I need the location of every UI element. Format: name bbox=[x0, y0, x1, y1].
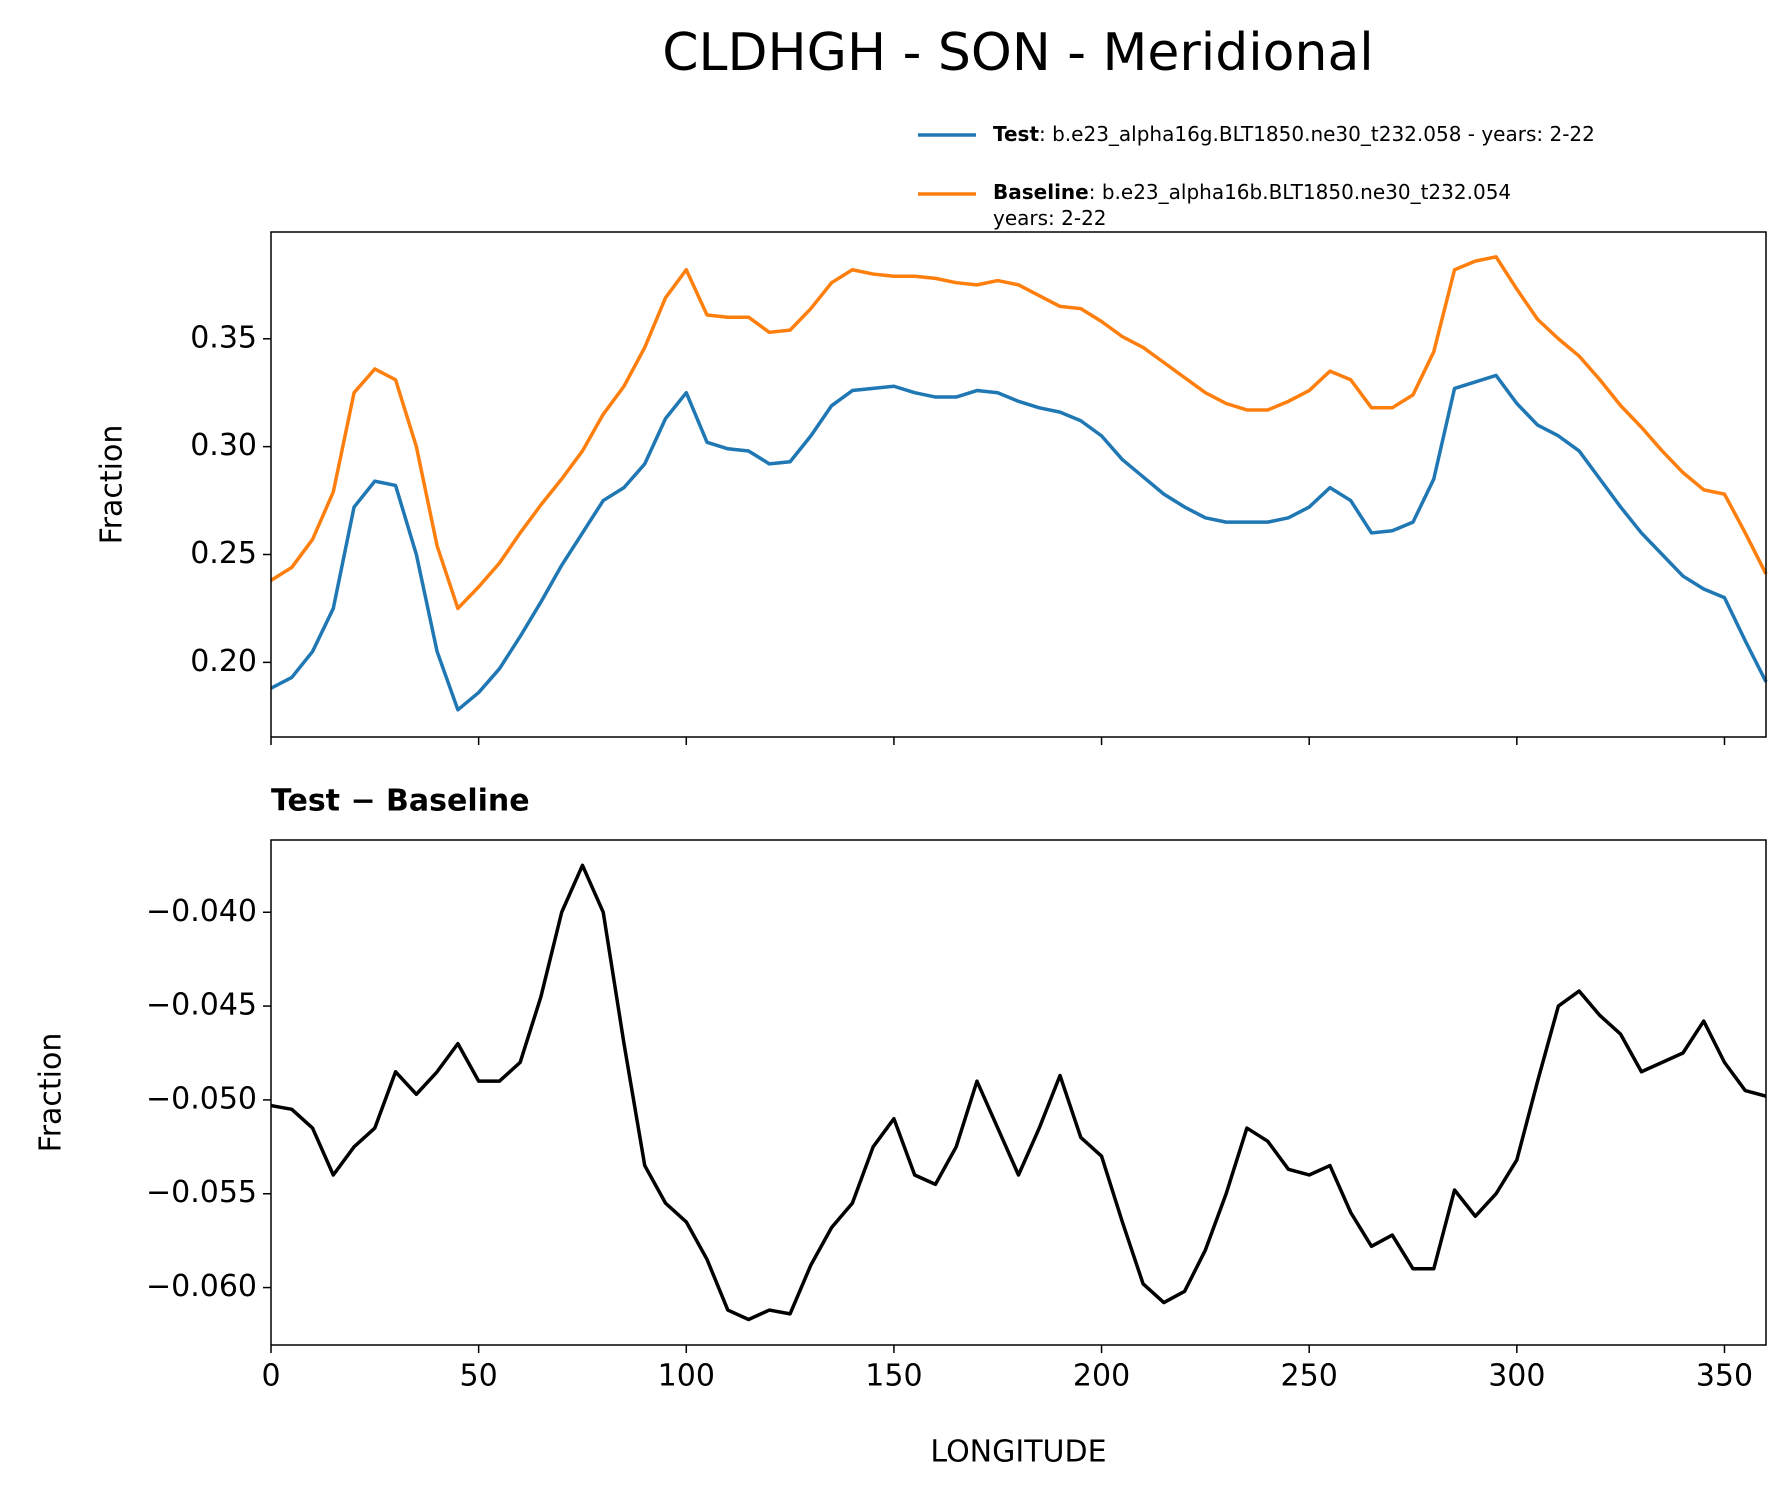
series-line bbox=[270, 373, 1768, 712]
legend-entry: Baseline: b.e23_alpha16b.BLT1850.ne30_t2… bbox=[993, 180, 1511, 230]
legend-name: Test bbox=[993, 122, 1039, 146]
legend-name: Baseline bbox=[993, 180, 1089, 204]
y-tick-label: 0.20 bbox=[190, 644, 257, 679]
legend-description: : b.e23_alpha16b.BLT1850.ne30_t232.054 bbox=[1089, 180, 1511, 204]
x-tick-label: 200 bbox=[1073, 1359, 1130, 1394]
y-tick-label: 0.35 bbox=[190, 320, 257, 355]
x-axis-label: LONGITUDE bbox=[930, 1435, 1106, 1470]
x-tick-label: 0 bbox=[261, 1359, 280, 1394]
y-tick-label: −0.040 bbox=[146, 894, 257, 929]
y-tick-label: −0.050 bbox=[146, 1081, 257, 1116]
y-tick-label: −0.060 bbox=[146, 1269, 257, 1304]
y-tick-label: 0.25 bbox=[190, 536, 257, 571]
legend-description: : b.e23_alpha16g.BLT1850.ne30_t232.058 -… bbox=[1039, 122, 1595, 146]
y-tick-label: −0.045 bbox=[146, 988, 257, 1023]
series-line bbox=[270, 863, 1767, 1322]
axes-frame bbox=[270, 839, 1767, 1346]
x-tick-label: 150 bbox=[865, 1359, 922, 1394]
x-tick-label: 250 bbox=[1281, 1359, 1338, 1394]
y-axis-label: Fraction bbox=[95, 425, 130, 545]
subplot-title: Test − Baseline bbox=[271, 784, 530, 819]
y-tick-label: −0.055 bbox=[146, 1175, 257, 1210]
chart-title: CLDHGH - SON - Meridional bbox=[662, 23, 1374, 83]
legend-description: years: 2-22 bbox=[993, 206, 1107, 230]
y-tick-label: 0.30 bbox=[190, 428, 257, 463]
x-tick-label: 300 bbox=[1488, 1359, 1545, 1394]
axes-frame bbox=[270, 231, 1767, 738]
x-tick-label: 50 bbox=[460, 1359, 498, 1394]
legend-entry: Test: b.e23_alpha16g.BLT1850.ne30_t232.0… bbox=[993, 122, 1595, 146]
y-axis-label: Fraction bbox=[34, 1033, 69, 1153]
series-line bbox=[270, 255, 1768, 611]
x-tick-label: 350 bbox=[1696, 1359, 1753, 1394]
x-tick-label: 100 bbox=[658, 1359, 715, 1394]
